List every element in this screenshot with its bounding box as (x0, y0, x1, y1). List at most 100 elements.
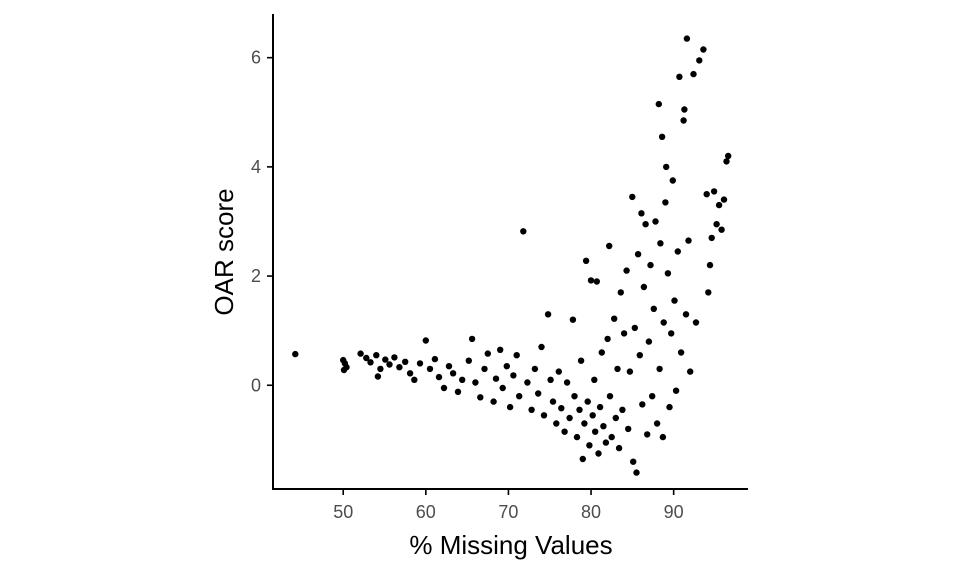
data-point (595, 450, 602, 457)
data-point (677, 349, 685, 356)
data-point (666, 403, 673, 411)
data-point (547, 376, 554, 383)
data-point (692, 319, 700, 326)
data-point (636, 352, 643, 359)
data-point (633, 469, 640, 476)
data-point (644, 431, 651, 438)
data-point (683, 35, 691, 42)
data-point (587, 277, 595, 284)
x-tick-label: 80 (581, 502, 601, 522)
y-tick-label: 4 (251, 157, 261, 177)
data-point (490, 398, 497, 405)
data-point (612, 414, 619, 422)
data-point (492, 375, 500, 382)
y-tick-label: 6 (251, 48, 261, 68)
y-tick-label: 2 (251, 266, 261, 286)
x-tick-label: 50 (333, 502, 353, 522)
data-point (663, 163, 670, 171)
data-point (497, 346, 504, 353)
data-point (571, 393, 578, 400)
data-point (593, 278, 600, 285)
data-point (680, 117, 687, 124)
data-point (705, 289, 712, 296)
data-point (520, 228, 527, 235)
data-point (569, 316, 577, 323)
data-point (672, 387, 680, 394)
data-point (402, 358, 409, 365)
data-point (657, 240, 664, 247)
data-point (710, 188, 718, 195)
data-point (584, 398, 591, 405)
data-point (357, 350, 364, 357)
data-point (577, 357, 585, 364)
data-point (650, 305, 657, 312)
data-point (563, 379, 571, 386)
data-point (426, 365, 434, 373)
data-point (510, 372, 517, 379)
data-point (589, 412, 596, 419)
data-point (538, 343, 545, 351)
data-point (630, 458, 637, 465)
data-point (396, 364, 403, 371)
data-point (544, 311, 552, 318)
data-point (431, 355, 439, 363)
data-point (625, 425, 632, 433)
data-point (528, 406, 535, 413)
data-point (561, 428, 568, 435)
data-point (555, 368, 562, 375)
data-point (690, 70, 697, 78)
data-point (623, 267, 630, 274)
data-point (513, 352, 520, 359)
data-point (718, 226, 725, 233)
x-axis-ticks: 50 60 70 80 90 (333, 489, 684, 522)
data-point (649, 393, 656, 400)
data-point (656, 365, 663, 373)
data-point (619, 406, 626, 413)
data-point (465, 357, 472, 364)
data-point (549, 398, 557, 405)
data-point (445, 363, 453, 370)
data-point (406, 370, 414, 377)
data-point (576, 406, 583, 413)
data-point (639, 401, 646, 408)
y-axis-ticks: 0 2 4 6 (251, 48, 273, 395)
data-point (660, 319, 667, 326)
data-point (499, 384, 506, 392)
data-point (553, 420, 560, 427)
x-tick-label: 90 (664, 502, 684, 522)
data-point (645, 338, 653, 345)
data-point (292, 350, 299, 358)
data-point (614, 365, 621, 373)
data-point (373, 352, 380, 359)
data-point (713, 221, 720, 228)
data-point (640, 283, 648, 291)
x-tick-label: 70 (498, 502, 518, 522)
data-point (566, 414, 573, 422)
data-point (696, 57, 703, 64)
data-point (472, 379, 479, 386)
data-point (631, 324, 638, 332)
data-point (468, 335, 476, 343)
data-point (658, 133, 666, 140)
data-point (687, 368, 694, 375)
data-point (477, 394, 484, 401)
data-point (668, 330, 675, 337)
data-point (582, 257, 590, 264)
data-point (642, 221, 649, 228)
data-point (653, 420, 661, 427)
data-point (581, 420, 588, 427)
data-point (363, 354, 370, 362)
data-point (535, 390, 542, 397)
data-point (382, 356, 389, 363)
data-point (608, 433, 615, 441)
data-points (292, 35, 732, 476)
data-point (386, 361, 393, 368)
data-point (723, 158, 730, 165)
data-point (700, 46, 707, 53)
data-point (662, 199, 669, 206)
data-point (592, 428, 599, 435)
data-point (374, 373, 382, 380)
data-point (596, 403, 604, 411)
data-point (617, 289, 624, 296)
